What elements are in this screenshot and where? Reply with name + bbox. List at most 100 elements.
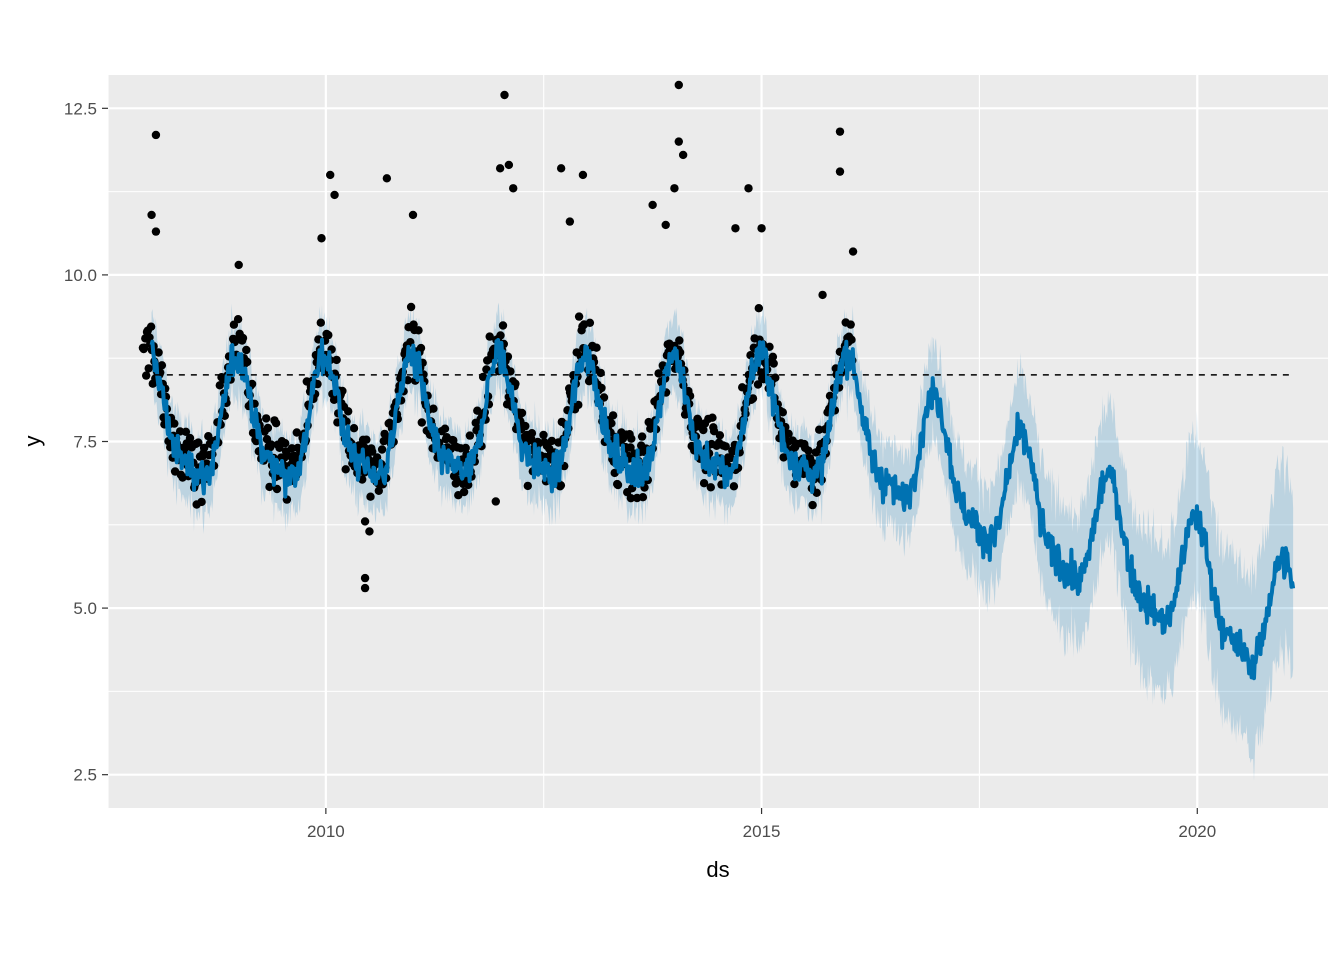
observed-point — [324, 330, 333, 340]
observed-point — [238, 333, 248, 343]
observed-point — [416, 343, 426, 353]
observed-point — [197, 497, 206, 507]
observed-point — [272, 484, 282, 494]
observed-point — [626, 493, 636, 503]
observed-point — [234, 260, 243, 270]
observed-point — [808, 500, 817, 510]
observed-point — [275, 443, 284, 452]
observed-point — [812, 488, 821, 497]
observed-point — [694, 416, 703, 425]
observed-point — [746, 351, 755, 360]
observed-point — [498, 321, 508, 330]
observed-point — [674, 80, 683, 90]
observed-point — [607, 419, 616, 428]
observed-point — [556, 481, 566, 490]
observed-point — [365, 527, 374, 536]
observed-point — [715, 431, 725, 440]
observed-point — [292, 428, 301, 437]
observed-point — [585, 318, 595, 327]
x-tick-label: 2010 — [307, 822, 345, 841]
y-tick-label: 5.0 — [73, 599, 97, 618]
observed-point — [271, 419, 281, 428]
observed-point — [731, 224, 740, 233]
observed-point — [429, 404, 438, 413]
observed-point — [638, 493, 648, 502]
observed-point — [151, 227, 161, 236]
observed-point — [527, 429, 537, 438]
uncertainty-band — [151, 300, 1294, 781]
observed-point — [608, 411, 618, 420]
observed-point — [344, 407, 353, 416]
observed-point — [699, 479, 709, 488]
observed-point — [408, 210, 418, 220]
observed-point — [140, 343, 149, 352]
observed-point — [349, 424, 359, 433]
observed-point — [726, 453, 735, 463]
observed-point — [523, 481, 532, 491]
observed-point — [317, 234, 326, 243]
observed-point — [721, 442, 730, 451]
observed-point — [754, 304, 763, 313]
observed-point — [565, 217, 575, 226]
observed-point — [500, 90, 509, 100]
observed-point — [521, 421, 530, 431]
observed-point — [744, 184, 753, 193]
observed-point — [778, 408, 787, 417]
x-tick-label: 2020 — [1178, 822, 1216, 841]
observed-point — [729, 482, 739, 491]
observed-point — [504, 160, 514, 170]
y-tick-label: 10.0 — [64, 266, 97, 285]
observed-point — [265, 482, 274, 492]
observed-point — [637, 432, 647, 441]
uncertainty-area — [151, 300, 1294, 781]
observed-point — [627, 434, 636, 443]
observed-point — [157, 361, 167, 370]
observed-point — [847, 335, 856, 344]
observed-point — [362, 435, 371, 444]
observed-point — [485, 332, 494, 341]
y-tick-label: 7.5 — [73, 433, 97, 452]
observed-point — [247, 379, 257, 389]
observed-point — [406, 302, 416, 312]
observed-point — [648, 200, 657, 210]
observed-point — [818, 290, 827, 300]
observed-point — [233, 315, 243, 324]
observed-point — [613, 480, 623, 490]
observed-point — [790, 479, 799, 489]
y-axis: 2.5 5.0 7.5 10.0 12.5 — [64, 99, 108, 785]
observed-point — [748, 394, 758, 403]
observed-point — [326, 170, 335, 180]
y-tick-label: 2.5 — [73, 766, 97, 785]
observed-point — [709, 427, 719, 436]
observed-point — [330, 190, 339, 200]
observed-point — [243, 357, 252, 367]
observed-point — [848, 247, 858, 256]
observed-point — [377, 445, 387, 454]
observed-point — [332, 355, 341, 365]
observed-point — [592, 343, 601, 352]
observed-point — [626, 443, 635, 452]
observed-point — [678, 150, 688, 160]
observed-point — [680, 410, 690, 419]
observed-point — [459, 487, 469, 497]
x-axis: 2010 2015 2020 — [307, 808, 1216, 841]
observed-point — [144, 364, 153, 373]
observed-point — [670, 184, 679, 193]
observed-point — [242, 345, 251, 355]
observed-point — [440, 424, 450, 433]
observed-point — [417, 418, 426, 427]
observed-point — [574, 312, 584, 321]
observed-point — [556, 164, 566, 173]
observed-point — [675, 336, 684, 345]
x-tick-label: 2015 — [743, 822, 781, 841]
x-axis-title: ds — [706, 857, 729, 882]
observed-point — [596, 368, 605, 378]
observed-point — [547, 436, 556, 446]
observed-point — [674, 137, 683, 146]
observed-point — [804, 446, 813, 455]
observed-point — [374, 486, 383, 495]
observed-point — [461, 443, 470, 453]
observed-point — [368, 447, 377, 456]
observed-point — [496, 331, 505, 340]
observed-point — [846, 320, 855, 329]
